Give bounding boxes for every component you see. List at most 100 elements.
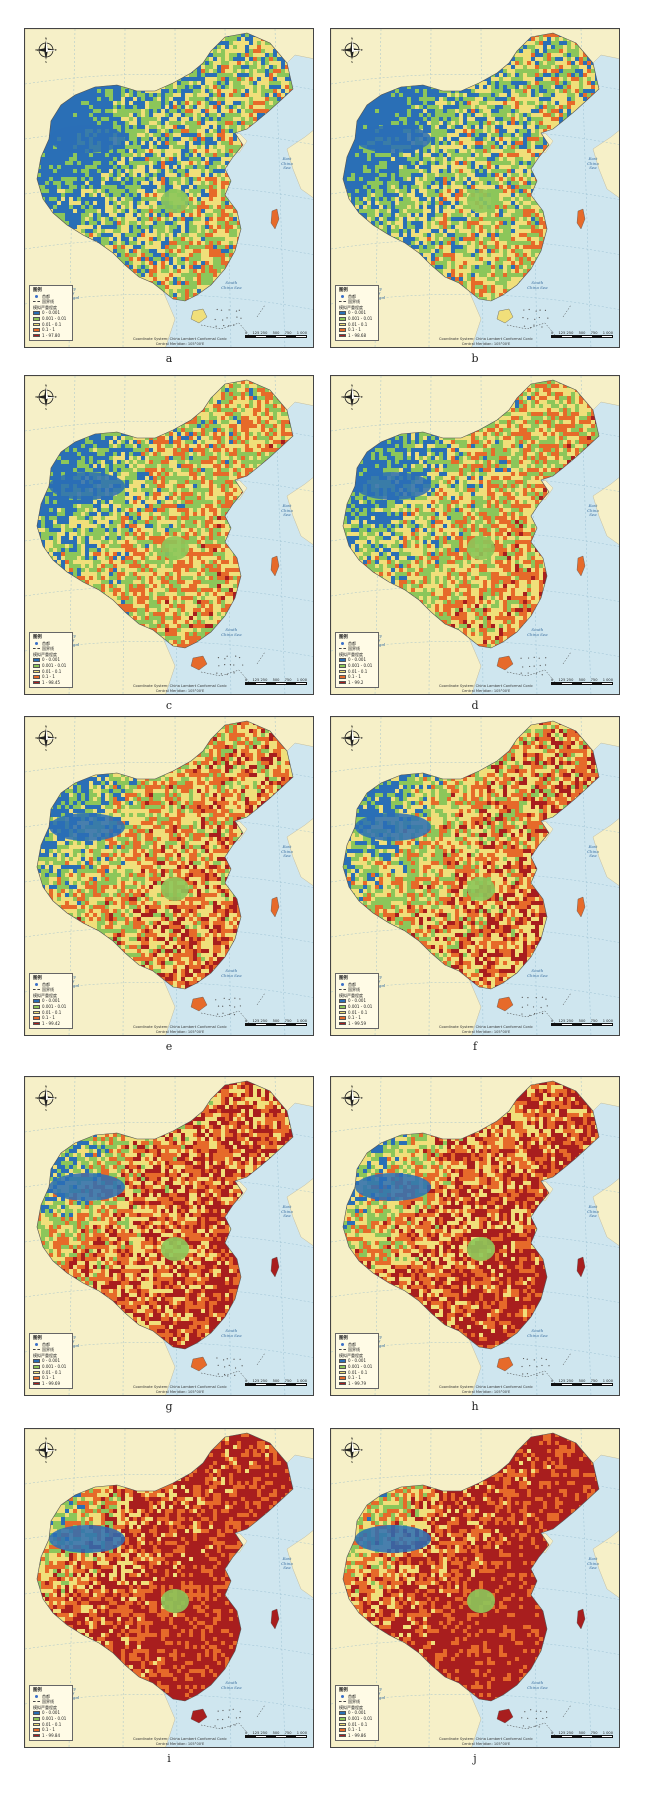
legend-swatch <box>33 1021 40 1026</box>
scale-tick: 0 <box>245 1019 247 1023</box>
sea-label-east-china-sea: East China Sea <box>587 503 599 518</box>
credit-line-1: Coordinate System: China Lambert Conform… <box>431 1025 541 1030</box>
sea-label-east-china-sea: East China Sea <box>587 1204 599 1219</box>
scale-tick: 1 000 <box>603 678 613 682</box>
border-line-icon <box>339 648 346 650</box>
compass-e: E <box>55 1448 57 1452</box>
border-line-icon <box>33 1701 40 1703</box>
sea-label-east-china-sea: East China Sea <box>281 156 293 171</box>
legend-label: 模拟严重程度 <box>33 1353 57 1359</box>
sea-label-line: South <box>527 627 548 633</box>
scale-tick: 750 <box>285 331 292 335</box>
legend-label: 0.001 - 0.01 <box>348 316 372 322</box>
sea-label-line: East <box>281 844 293 850</box>
map-legend: 图例 首都 国界线 模拟严重程度 0 - 0.001 0.001 - 0.01 … <box>29 973 73 1030</box>
credit-line-2: Central Meridian: 105°00'E <box>431 342 541 347</box>
legend-swatch <box>33 999 40 1003</box>
scale-ticks: 0 125 250 500 750 1 000 <box>551 678 613 682</box>
credit-line-2: Central Meridian: 105°00'E <box>431 1030 541 1035</box>
map-legend: 图例 首都 国界线 模拟严重程度 0 - 0.001 0.001 - 0.01 … <box>29 285 73 342</box>
legend-label: 0.1 - 1 <box>348 1015 361 1021</box>
scale-ticks: 0 125 250 500 750 1 000 <box>551 331 613 335</box>
panel-caption-h: h <box>330 1400 620 1413</box>
sea-label-line: Sea <box>587 513 599 518</box>
map-graphic <box>331 29 619 347</box>
legend-label-top-class: 1 - 99.42 <box>42 1021 60 1027</box>
scale-ticks: 0 125 250 500 750 1 000 <box>245 1379 307 1383</box>
scale-tick: 0 <box>245 1379 247 1383</box>
credit-line-2: Central Meridian: 105°00'E <box>125 342 235 347</box>
legend-label: 模拟严重程度 <box>33 652 57 658</box>
legend-row-header: 模拟严重程度 <box>339 652 375 658</box>
legend-label: 0.001 - 0.01 <box>42 1364 66 1370</box>
sea-label-south-china-sea: South China Sea <box>221 1680 242 1690</box>
legend-label: 0.01 - 0.1 <box>42 1370 61 1376</box>
sea-label-line: China <box>587 1561 599 1567</box>
compass-n: N <box>351 725 353 729</box>
scale-tick: 750 <box>285 1731 292 1735</box>
legend-title: 图例 <box>339 635 375 641</box>
map-frame: N S E W East China Sea South China Sea B… <box>330 375 620 695</box>
map-legend: 图例 首都 国界线 模拟严重程度 0 - 0.001 0.001 - 0.01 … <box>335 973 379 1030</box>
projection-credit: Coordinate System: China Lambert Conform… <box>125 1737 235 1746</box>
legend-label: 国界线 <box>348 1347 360 1353</box>
scale-bar: 0 125 250 500 750 1 000 <box>551 1019 613 1026</box>
scale-bar-graphic <box>245 1023 307 1026</box>
map-graphic <box>331 376 619 694</box>
scale-tick: 1 000 <box>297 1731 307 1735</box>
legend-swatch <box>33 1016 40 1020</box>
capital-dot-icon <box>341 294 344 298</box>
legend-label: 0.1 - 1 <box>348 674 361 680</box>
legend-label: 0.01 - 0.1 <box>348 669 367 675</box>
compass-icon: N S E W <box>341 1437 363 1463</box>
legend-class-0: 0 - 0.001 <box>339 1710 375 1716</box>
credit-line-1: Coordinate System: China Lambert Conform… <box>431 1385 541 1390</box>
legend-swatch <box>33 658 40 662</box>
legend-swatch <box>339 680 346 685</box>
legend-class-1: 0.001 - 0.01 <box>339 1364 375 1370</box>
legend-label: 首都 <box>42 982 50 988</box>
sea-label-line: China Sea <box>527 973 548 979</box>
legend-label: 0.001 - 0.01 <box>42 1004 66 1010</box>
legend-swatch <box>339 675 346 679</box>
scale-bar: 0 125 250 500 750 1 000 <box>245 1731 307 1738</box>
compass-s: S <box>351 1108 353 1111</box>
scale-tick: 125 250 <box>253 331 268 335</box>
map-graphic <box>331 717 619 1035</box>
sea-label-east-china-sea: East China Sea <box>281 844 293 859</box>
legend-class-0: 0 - 0.001 <box>339 998 375 1004</box>
scale-tick: 1 000 <box>297 678 307 682</box>
credit-line-2: Central Meridian: 105°00'E <box>431 689 541 694</box>
legend-title: 图例 <box>339 288 375 294</box>
legend-swatch <box>339 1716 346 1721</box>
sea-label-line: East <box>587 503 599 509</box>
map-panel-g: N S E W East China Sea South China Sea B… <box>24 1076 314 1416</box>
legend-class-2: 0.01 - 0.1 <box>339 669 375 675</box>
legend-label: 0.01 - 0.1 <box>348 1722 367 1728</box>
sea-label-line: China <box>587 508 599 514</box>
legend-class-4: 1 - 99.69 <box>33 1381 69 1387</box>
legend-label: 模拟严重程度 <box>339 993 363 999</box>
scale-tick: 500 <box>273 1379 280 1383</box>
legend-label: 0.1 - 1 <box>42 327 55 333</box>
compass-s: S <box>351 748 353 751</box>
compass-w: W <box>35 1096 38 1100</box>
compass-s: S <box>45 60 47 63</box>
compass-n: N <box>351 1437 353 1441</box>
map-frame: N S E W East China Sea South China Sea B… <box>24 28 314 348</box>
sea-label-line: South <box>527 1680 548 1686</box>
compass-e: E <box>55 395 57 399</box>
legend-class-1: 0.001 - 0.01 <box>33 1716 69 1722</box>
legend-label: 0.1 - 1 <box>42 674 55 680</box>
legend-swatch <box>339 1728 346 1732</box>
legend-swatch <box>339 328 346 332</box>
sea-label-line: China <box>587 1209 599 1215</box>
sea-label-east-china-sea: East China Sea <box>281 503 293 518</box>
projection-credit: Coordinate System: China Lambert Conform… <box>125 684 235 693</box>
legend-row-border: 国界线 <box>33 646 69 652</box>
scale-tick: 0 <box>245 678 247 682</box>
legend-title: 图例 <box>33 1336 69 1342</box>
legend-row-header: 模拟严重程度 <box>33 1353 69 1359</box>
sea-label-line: Sea <box>281 166 293 171</box>
legend-swatch <box>33 1733 40 1738</box>
